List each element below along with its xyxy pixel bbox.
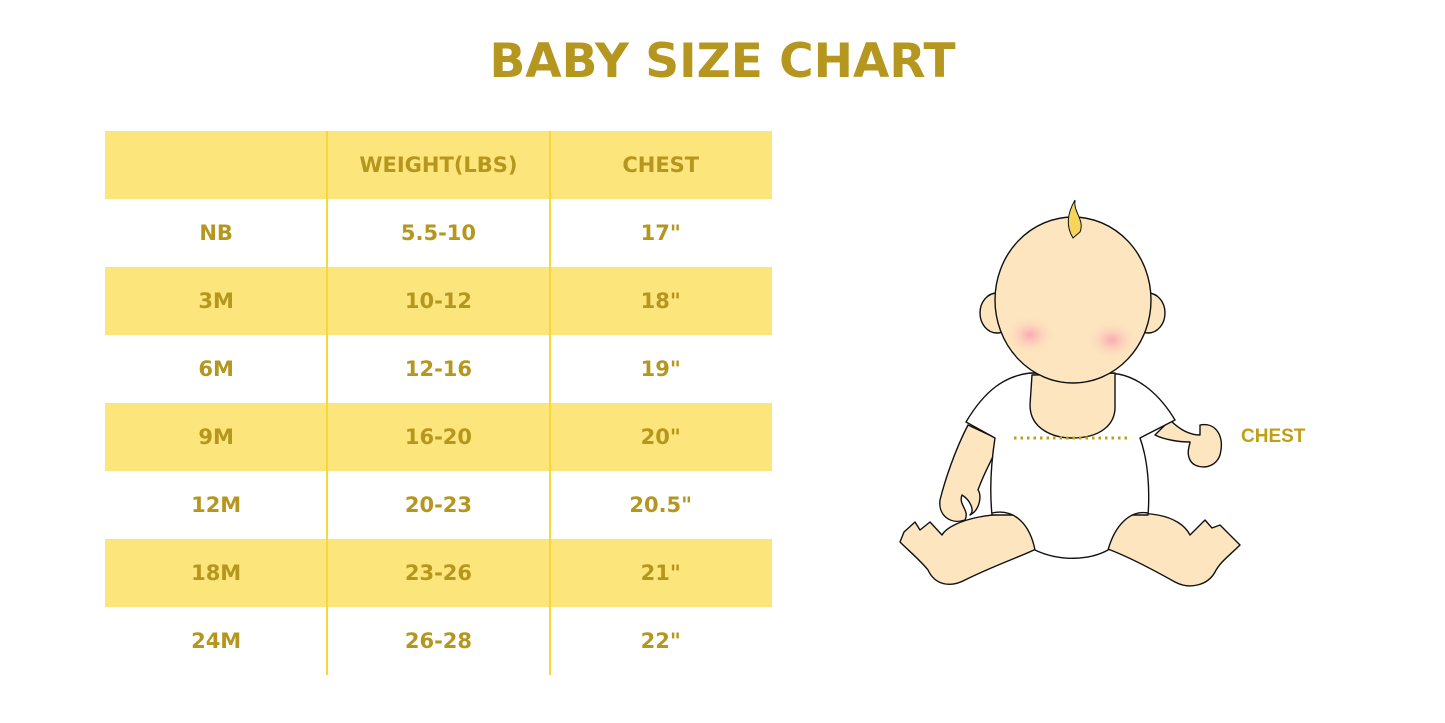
column-divider	[549, 131, 551, 675]
size-cell: 9M	[198, 425, 234, 449]
head	[994, 216, 1152, 384]
right-leg	[1104, 512, 1241, 587]
size-chart-table: WEIGHT(LBS) CHEST NB 5.5-10 17" 3M 10-12 18" 6…	[105, 131, 772, 675]
hair-tuft	[1067, 199, 1082, 239]
chest-cell: 19"	[640, 357, 681, 381]
weight-cell: 5.5-10	[400, 221, 477, 245]
chest-label: CHEST	[1241, 426, 1306, 447]
neck	[1029, 372, 1116, 439]
table-row: 9M 16-20 20"	[105, 403, 772, 471]
size-cell: 18M	[191, 561, 242, 585]
chest-cell: 21"	[640, 561, 681, 585]
column-divider	[326, 131, 328, 675]
chest-cell: 18"	[640, 289, 681, 313]
left-arm	[939, 424, 1001, 522]
table-row: 24M 26-28 22"	[105, 607, 772, 675]
weight-cell: 26-28	[404, 629, 473, 653]
weight-cell: 23-26	[404, 561, 473, 585]
header-cell: WEIGHT(LBS)	[359, 153, 518, 177]
table-row: 12M 20-23 20.5"	[105, 471, 772, 539]
right-cheek	[1086, 320, 1138, 360]
table-row: 6M 12-16 19"	[105, 335, 772, 403]
right-arm	[1154, 419, 1222, 468]
left-leg	[899, 513, 1039, 586]
page-title: BABY SIZE CHART	[489, 34, 956, 89]
chest-cell: 22"	[640, 629, 681, 653]
table-header-row: WEIGHT(LBS) CHEST	[105, 131, 772, 199]
baby-illustration	[899, 199, 1241, 587]
header-cell: CHEST	[622, 153, 700, 177]
size-cell: 6M	[198, 357, 234, 381]
weight-cell: 12-16	[404, 357, 473, 381]
diaper	[991, 511, 1149, 559]
size-cell: 12M	[191, 493, 242, 517]
weight-cell: 16-20	[404, 425, 473, 449]
size-cell: 3M	[198, 289, 234, 313]
weight-cell: 20-23	[404, 493, 473, 517]
table-row: NB 5.5-10 17"	[105, 199, 772, 267]
size-cell: 24M	[191, 629, 242, 653]
chest-cell: 20"	[640, 425, 681, 449]
weight-cell: 10-12	[404, 289, 473, 313]
table-row: 18M 23-26 21"	[105, 539, 772, 607]
chest-cell: 20.5"	[629, 493, 693, 517]
size-cell: NB	[199, 221, 233, 245]
left-cheek	[1004, 315, 1056, 355]
chest-cell: 17"	[640, 221, 681, 245]
table-row: 3M 10-12 18"	[105, 267, 772, 335]
header-cell	[105, 131, 327, 199]
